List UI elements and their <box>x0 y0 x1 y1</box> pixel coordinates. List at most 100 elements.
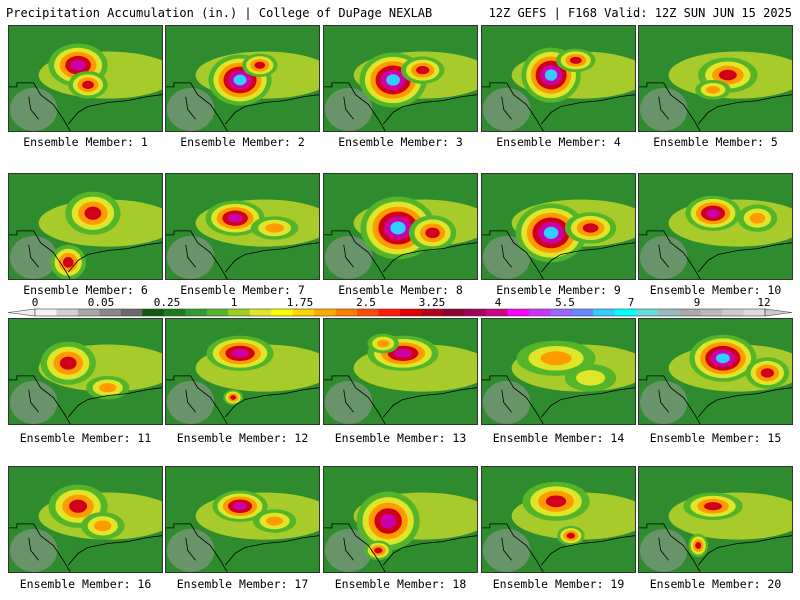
colorbar-swatch <box>335 309 358 316</box>
colorbar-swatch <box>571 309 594 316</box>
ensemble-panel-18 <box>323 466 478 573</box>
colorbar-right-arrow <box>764 308 793 317</box>
colorbar-swatch <box>528 309 551 316</box>
colorbar-swatch <box>700 309 723 316</box>
precip-map-18 <box>324 467 477 572</box>
ensemble-member-label: Ensemble Member: 9 <box>496 283 621 297</box>
colorbar-swatch <box>99 309 122 316</box>
coastline-border <box>324 82 477 131</box>
precip-map-10 <box>639 174 792 279</box>
colorbar-tick-label: 9 <box>693 296 701 309</box>
ensemble-member-label: Ensemble Member: 12 <box>176 431 309 445</box>
coastline-border <box>9 82 162 131</box>
ensemble-member-label: Ensemble Member: 6 <box>23 283 148 297</box>
coastline-border <box>639 230 792 279</box>
colorbar-tick-label: 1 <box>230 296 238 309</box>
ensemble-member-label: Ensemble Member: 11 <box>19 431 152 445</box>
colorbar-tick-label: 1.75 <box>286 296 314 309</box>
colorbar-swatch <box>314 309 336 316</box>
precip-map-12 <box>166 319 319 424</box>
ensemble-member-label: Ensemble Member: 8 <box>338 283 463 297</box>
colorbar-tick-label: 3.25 <box>418 296 446 309</box>
colorbar-tick-label: 7 <box>627 296 635 309</box>
colorbar-tick-label: 4 <box>494 296 502 309</box>
coastline-border <box>482 375 635 424</box>
precip-map-9 <box>482 174 635 279</box>
precip-map-4 <box>482 26 635 131</box>
colorbar-swatch <box>378 309 401 316</box>
precip-map-16 <box>9 467 162 572</box>
ensemble-panel-17 <box>165 466 320 573</box>
ensemble-panel-15 <box>638 318 793 425</box>
colorbar-swatch <box>464 309 487 316</box>
colorbar-swatch <box>722 309 744 316</box>
ensemble-panel-12 <box>165 318 320 425</box>
colorbar-tick-label: 5.5 <box>555 296 575 309</box>
precip-map-2 <box>166 26 319 131</box>
ensemble-member-label: Ensemble Member: 2 <box>180 135 305 149</box>
colorbar-swatch <box>228 309 251 316</box>
model-run-info: 12Z GEFS | F168 Valid: 12Z SUN JUN 15 20… <box>488 6 792 20</box>
ensemble-panel-13 <box>323 318 478 425</box>
colorbar-swatch <box>593 309 616 316</box>
ensemble-panel-11 <box>8 318 163 425</box>
colorbar-left-arrow <box>7 308 36 317</box>
colorbar-swatch <box>35 309 57 316</box>
ensemble-panel-7 <box>165 173 320 280</box>
coastline-border <box>639 375 792 424</box>
ensemble-member-label: Ensemble Member: 20 <box>649 577 782 591</box>
colorbar-swatch <box>550 309 573 316</box>
precip-map-13 <box>324 319 477 424</box>
precip-map-3 <box>324 26 477 131</box>
colorbar-swatch <box>292 309 315 316</box>
ensemble-panel-10 <box>638 173 793 280</box>
precip-map-1 <box>9 26 162 131</box>
coastline-border <box>639 523 792 572</box>
colorbar-tick-label: 0.05 <box>87 296 115 309</box>
ensemble-member-label: Ensemble Member: 18 <box>334 577 467 591</box>
coastline-border <box>639 82 792 131</box>
ensemble-panel-16 <box>8 466 163 573</box>
ensemble-member-label: Ensemble Member: 1 <box>23 135 148 149</box>
colorbar-swatch <box>679 309 701 316</box>
ensemble-member-label: Ensemble Member: 19 <box>492 577 625 591</box>
precip-map-20 <box>639 467 792 572</box>
colorbar-swatch <box>206 309 229 316</box>
coastline-border <box>324 230 477 279</box>
colorbar-swatch <box>442 309 465 316</box>
ensemble-member-label: Ensemble Member: 14 <box>492 431 625 445</box>
colorbar-swatch <box>185 309 208 316</box>
colorbar-swatch <box>421 309 444 316</box>
ensemble-member-label: Ensemble Member: 3 <box>338 135 463 149</box>
precip-map-14 <box>482 319 635 424</box>
ensemble-member-label: Ensemble Member: 4 <box>496 135 621 149</box>
coastline-border <box>482 230 635 279</box>
ensemble-panel-8 <box>323 173 478 280</box>
coastline-border <box>166 82 319 131</box>
coastline-border <box>166 230 319 279</box>
precip-map-5 <box>639 26 792 131</box>
ensemble-panel-6 <box>8 173 163 280</box>
coastline-border <box>166 375 319 424</box>
colorbar-tick-label: 12 <box>757 296 771 309</box>
colorbar-swatch <box>77 309 100 316</box>
ensemble-member-label: Ensemble Member: 16 <box>19 577 152 591</box>
precip-map-7 <box>166 174 319 279</box>
coastline-border <box>324 523 477 572</box>
colorbar-swatch <box>56 309 79 316</box>
colorbar-swatch <box>657 309 680 316</box>
colorbar-swatch <box>743 309 766 316</box>
ensemble-panel-14 <box>481 318 636 425</box>
colorbar-swatch <box>163 309 186 316</box>
precip-map-6 <box>9 174 162 279</box>
ensemble-member-label: Ensemble Member: 15 <box>649 431 782 445</box>
colorbar-swatch <box>142 309 165 316</box>
ensemble-panel-5 <box>638 25 793 132</box>
colorbar-swatch <box>249 309 272 316</box>
colorbar-tick-label: 2.5 <box>356 296 376 309</box>
colorbar-tick-label: 0.25 <box>153 296 181 309</box>
coastline-border <box>482 82 635 131</box>
ensemble-panel-1 <box>8 25 163 132</box>
coastline-border <box>9 375 162 424</box>
ensemble-panel-3 <box>323 25 478 132</box>
